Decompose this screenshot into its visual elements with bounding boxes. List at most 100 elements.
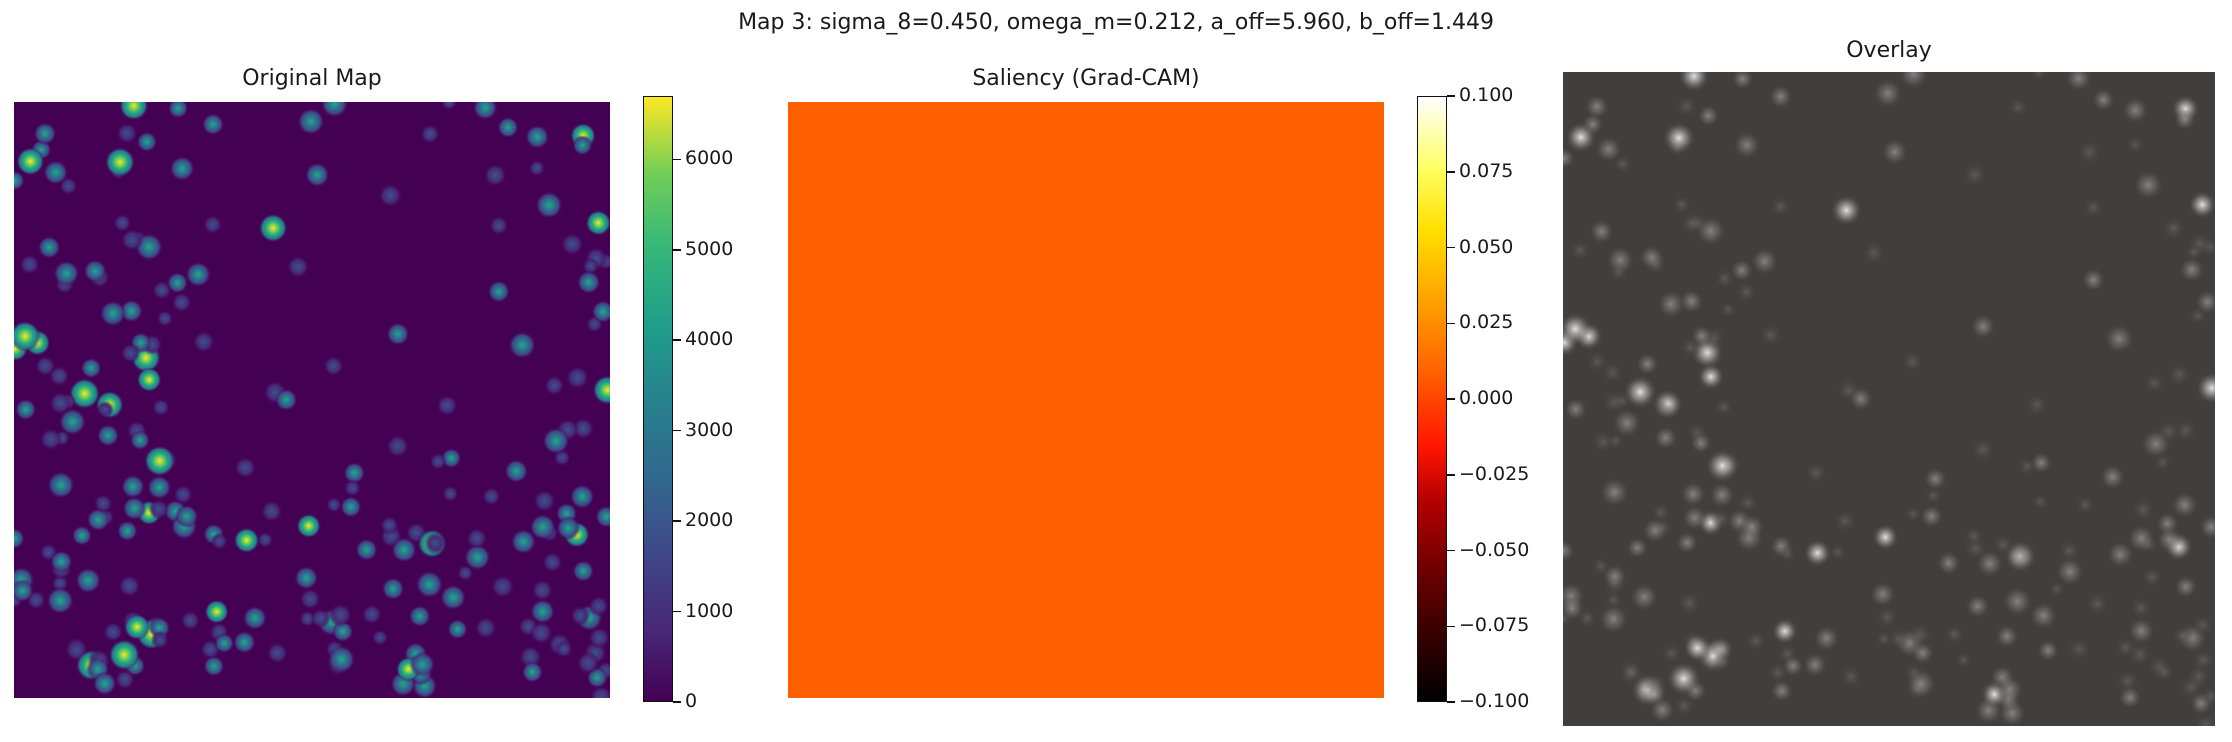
density-peak [343,461,366,484]
density-peak [122,496,147,521]
overlay-density-peak [2171,624,2194,647]
overlay-density-peak [1768,84,1794,109]
density-peak [210,532,228,550]
saliency-colorbar-tickmark [1447,701,1455,703]
density-peak [47,471,75,499]
original-colorbar-tick-label: 3000 [685,418,734,441]
overlay-density-peak [1653,425,1679,451]
overlay-density-peak [2130,497,2156,523]
density-peak [233,527,260,554]
overlay-density-peak [1769,195,1791,218]
density-peak [424,532,447,555]
density-peak [53,260,80,287]
overlay-density-peak [1848,386,1874,412]
density-peak [420,124,440,144]
overlay-density-peak [1781,654,1805,678]
overlay-density-peak [2106,540,2135,569]
density-peak [275,388,298,412]
density-peak [75,567,102,594]
overlay-density-peak [1898,72,1929,90]
density-peak [323,355,344,377]
density-peak [114,669,135,690]
overlay-density-peak [1735,280,1758,304]
density-peak [214,633,235,654]
saliency-colorbar-tick-label: 0.100 [1459,84,1514,106]
density-peak [535,191,563,219]
density-peak [14,170,25,191]
density-peak [150,630,170,650]
overlay-density-peak [2142,371,2166,395]
density-peak [592,375,610,405]
overlay-density-peak [1601,361,1624,385]
saliency-colorbar-tick-label: −0.100 [1459,690,1530,712]
density-peak [86,508,110,532]
saliency-colorbar-tickmark [1447,322,1455,324]
overlay-density-peak [1813,624,1840,652]
overlay-density-peak [1649,502,1672,524]
overlay-density-peak [1713,267,1736,290]
density-peak [296,513,322,539]
overlay-density-peak [1565,121,1597,153]
density-peak [560,232,584,256]
density-peak [447,618,468,640]
overlay-density-peak [1954,650,1973,669]
density-peak [572,135,593,156]
overlay-density-peak [1697,363,1725,391]
overlay-density-peak [1907,622,1933,648]
density-peak [464,543,491,571]
original-colorbar-tickmark [673,249,681,251]
original-colorbar-tickmark [673,610,681,613]
overlay-density-peak [1739,513,1765,540]
density-peak [381,577,405,601]
density-peak [108,639,141,671]
density-peak [436,394,458,417]
density-peak [286,255,310,279]
overlay-density-peak [1590,429,1616,455]
density-peak [380,515,399,535]
overlay-density-peak [1830,194,1863,227]
density-peak [96,400,114,418]
density-peak [529,621,553,645]
density-peak [120,343,141,364]
density-peak [180,610,201,631]
density-peak [572,560,595,583]
density-peak [472,102,498,121]
density-peak [16,147,45,176]
density-peak [19,254,40,275]
overlay-density-peak [1675,531,1699,555]
density-peak [490,574,515,599]
density-peak [504,459,529,484]
density-peak [355,538,378,561]
density-peak [533,489,556,513]
overlay-density-peak [2091,87,2116,112]
figure-title: Map 3: sigma_8=0.450, omega_m=0.212, a_o… [738,10,1494,35]
overlay-density-peak [2154,662,2175,682]
density-peak [151,398,170,417]
saliency-colorbar-tickmark [1447,549,1455,552]
overlay-density-peak [1708,481,1736,509]
overlay-density-peak [1679,336,1702,359]
overlay-density-peak [2036,639,2060,662]
density-peak [343,479,362,497]
overlay-density-peak [2166,361,2193,388]
saliency-map-image [788,102,1384,698]
overlay-density-peak [1662,121,1696,155]
overlay-density-peak [1969,436,1996,463]
density-peak [234,456,257,479]
overlay-density-peak [2031,492,2050,511]
overlay-density-peak [1965,593,1991,619]
density-peak [80,357,102,379]
original-map-canvas [14,102,610,698]
overlay-density-peak [1970,313,1996,340]
density-peak [542,551,563,573]
overlay-density-peak [1681,504,1708,532]
density-peak [570,605,591,626]
overlay-density-peak [2198,514,2215,540]
density-peak [203,214,223,235]
overlay-density-peak [1710,507,1733,531]
overlay-density-peak [1623,374,1658,410]
overlay-density-peak [1671,194,1692,215]
density-peak [120,228,144,252]
overlay-density-peak [1839,664,1863,689]
overlay-density-peak [1923,486,1943,506]
